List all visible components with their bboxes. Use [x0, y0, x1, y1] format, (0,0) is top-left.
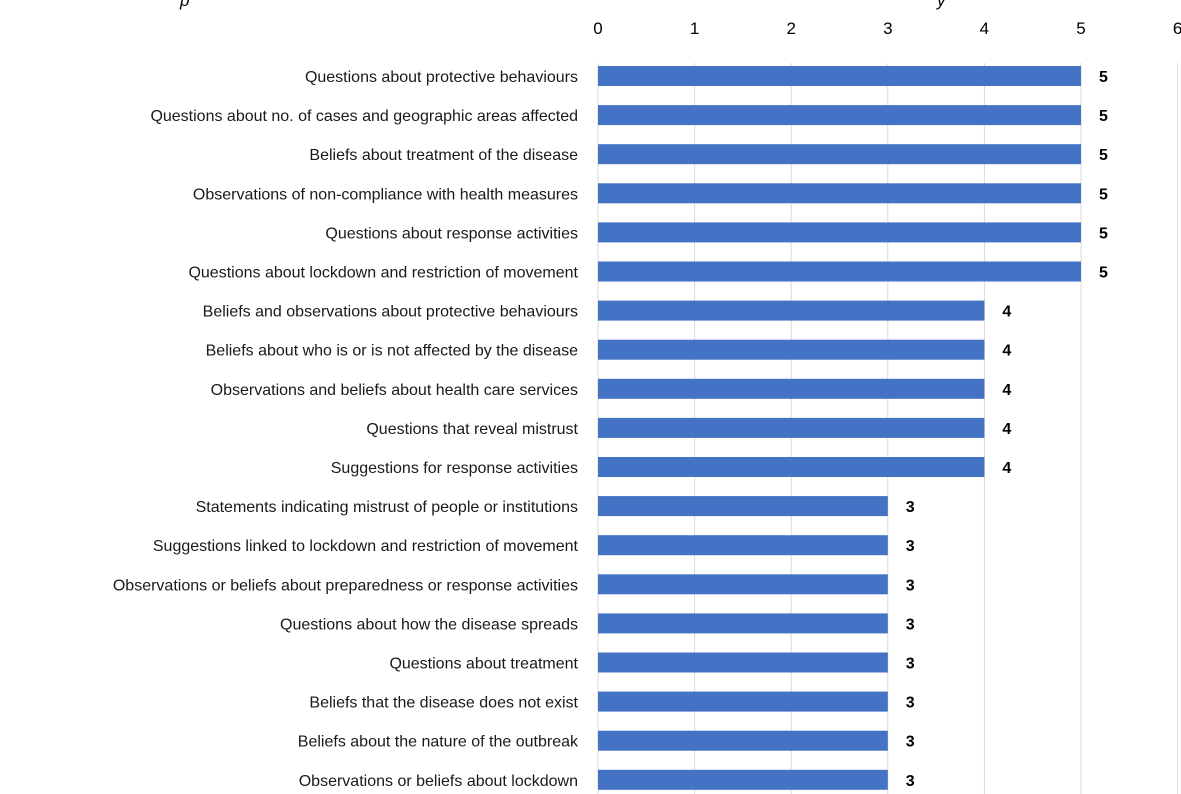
data-label: 3 [906, 773, 915, 790]
data-label: 3 [906, 577, 915, 594]
chart-title-fragment-left: p [179, 0, 189, 10]
data-label: 4 [1002, 460, 1011, 477]
x-tick-label: 4 [980, 19, 989, 38]
category-label: Observations and beliefs about health ca… [211, 382, 578, 399]
data-label: 3 [906, 616, 915, 633]
x-tick-label: 5 [1076, 19, 1085, 38]
data-label: 5 [1099, 69, 1108, 86]
bar [598, 144, 1081, 165]
bar [598, 496, 888, 517]
x-tick-label: 6 [1173, 19, 1181, 38]
category-label: Questions about protective behaviours [305, 69, 578, 86]
data-label: 5 [1099, 225, 1108, 242]
data-label: 4 [1002, 421, 1011, 438]
category-label: Beliefs about treatment of the disease [309, 147, 578, 164]
x-tick-label: 2 [786, 19, 795, 38]
data-label: 3 [906, 734, 915, 751]
bar [598, 457, 985, 477]
data-label: 3 [906, 499, 915, 516]
x-axis-tick-labels: 0 1 2 3 4 5 6 [593, 19, 1181, 38]
category-label: Beliefs that the disease does not exist [309, 695, 578, 712]
bar [598, 339, 985, 360]
data-labels: 5 5 5 5 5 5 4 4 4 4 4 3 3 3 3 3 3 3 3 [906, 69, 1108, 790]
category-label: Questions that reveal mistrust [366, 421, 578, 438]
bar [598, 613, 888, 634]
data-label: 5 [1099, 147, 1108, 164]
category-label: Questions about response activities [325, 225, 578, 242]
category-label: Statements indicating mistrust of people… [196, 499, 578, 516]
data-label: 4 [1002, 343, 1011, 360]
x-tick-label: 1 [690, 19, 699, 38]
bar [598, 261, 1081, 282]
data-label: 5 [1099, 108, 1108, 125]
category-label: Beliefs about who is or is not affected … [206, 343, 578, 360]
category-label: Beliefs about the nature of the outbreak [298, 734, 579, 751]
category-label: Observations or beliefs about lockdown [299, 773, 578, 790]
bar [598, 222, 1081, 243]
bar [598, 105, 1081, 126]
category-label: Observations of non-compliance with heal… [193, 186, 578, 203]
bar [598, 66, 1081, 86]
bar [598, 378, 985, 399]
bar [598, 300, 985, 321]
category-label: Questions about no. of cases and geograp… [150, 108, 578, 125]
data-label: 3 [906, 656, 915, 673]
bar [598, 535, 888, 556]
x-tick-label: 3 [883, 19, 892, 38]
bar [598, 730, 888, 751]
category-label: Beliefs and observations about protectiv… [203, 304, 578, 321]
category-labels: Questions about protective behaviours Que… [113, 69, 579, 790]
category-label: Suggestions linked to lockdown and restr… [153, 538, 579, 555]
category-label: Suggestions for response activities [331, 460, 578, 477]
category-label: Questions about treatment [389, 656, 578, 673]
data-label: 4 [1002, 382, 1011, 399]
x-tick-label: 0 [593, 19, 602, 38]
data-label: 4 [1002, 304, 1011, 321]
bars [598, 66, 1081, 790]
bar [598, 652, 888, 673]
chart-title-fragment-right: y [936, 0, 947, 10]
data-label: 3 [906, 538, 915, 555]
bar [598, 691, 888, 712]
data-label: 3 [906, 695, 915, 712]
bar [598, 769, 888, 790]
bar [598, 183, 1081, 204]
bar [598, 417, 985, 438]
category-label: Questions about lockdown and restriction… [188, 265, 578, 282]
category-label: Observations or beliefs about preparedne… [113, 577, 578, 594]
data-label: 5 [1099, 186, 1108, 203]
bar [598, 574, 888, 595]
category-label: Questions about how the disease spreads [280, 616, 578, 633]
data-label: 5 [1099, 265, 1108, 282]
